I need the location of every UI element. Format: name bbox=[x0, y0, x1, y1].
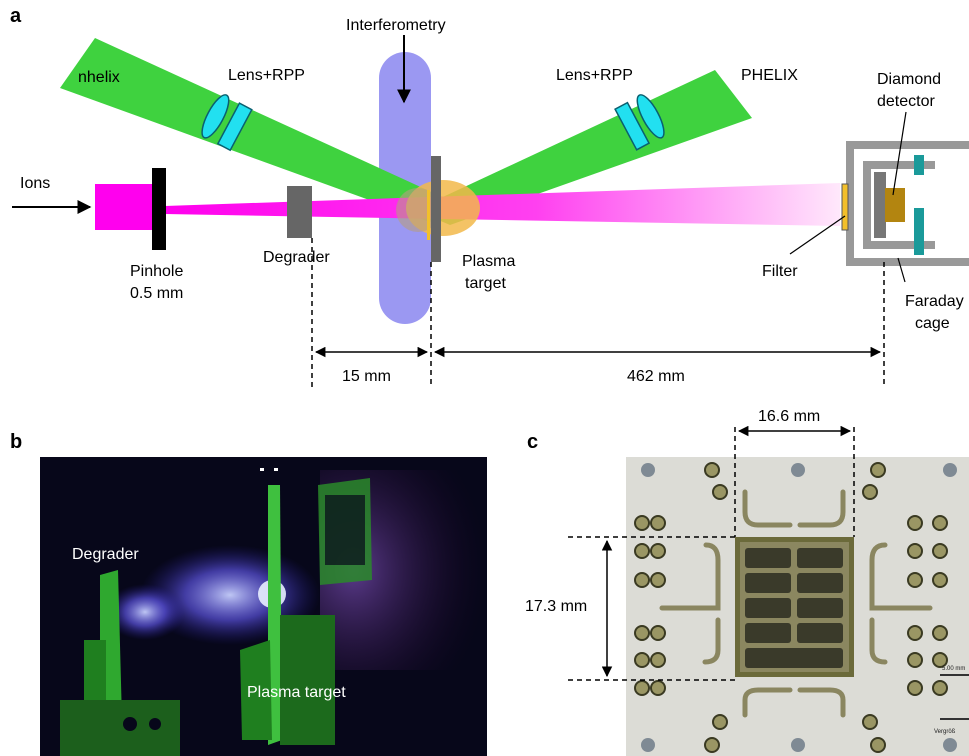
label-height-dim: 17.3 mm bbox=[525, 598, 587, 615]
target-foil bbox=[427, 190, 430, 240]
lens-rpp-right bbox=[614, 94, 665, 151]
label-15mm: 15 mm bbox=[342, 368, 391, 385]
plasma-target-holder bbox=[431, 156, 441, 262]
label-lens-rpp-left: Lens+RPP bbox=[228, 67, 305, 84]
phelix-beam bbox=[415, 70, 752, 225]
scale-label: 5.00 mm bbox=[942, 666, 965, 672]
nhelix-beam bbox=[60, 38, 460, 222]
lens-rpp-left bbox=[201, 94, 253, 152]
label-phelix: PHELIX bbox=[741, 67, 798, 84]
photo-label-plasma-target: Plasma target bbox=[247, 684, 346, 701]
panel-label-b: b bbox=[10, 431, 22, 453]
label-interferometry: Interferometry bbox=[346, 17, 446, 34]
label-nhelix: nhelix bbox=[78, 69, 120, 86]
filter-pointer bbox=[789, 215, 846, 255]
diamond-detector bbox=[885, 188, 905, 222]
diamond-pointer bbox=[892, 111, 907, 196]
label-filter: Filter bbox=[762, 263, 798, 280]
label-diamond: Diamond bbox=[877, 71, 941, 88]
photo-experiment bbox=[40, 457, 487, 756]
ion-source bbox=[95, 184, 153, 230]
photo-target-board bbox=[626, 457, 969, 756]
label-pinhole-size: 0.5 mm bbox=[130, 285, 183, 302]
label-ions: Ions bbox=[20, 175, 50, 192]
label-detector: detector bbox=[877, 93, 935, 110]
panel-label-c: c bbox=[527, 431, 538, 453]
label-462mm: 462 mm bbox=[627, 368, 685, 385]
label-target: target bbox=[465, 275, 506, 292]
faraday-cage bbox=[846, 141, 969, 266]
photo-label-degrader: Degrader bbox=[72, 546, 139, 563]
label-cage: cage bbox=[915, 315, 950, 332]
label-pinhole: Pinhole bbox=[130, 263, 183, 280]
pinhole-plate bbox=[152, 168, 166, 250]
panel-label-a: a bbox=[10, 5, 22, 27]
degrader-block bbox=[287, 186, 312, 238]
label-plasma: Plasma bbox=[462, 253, 515, 270]
label-lens-rpp-right: Lens+RPP bbox=[556, 67, 633, 84]
vergr-label: Vergröß bbox=[934, 729, 956, 735]
label-faraday: Faraday bbox=[905, 293, 964, 310]
label-width-dim: 16.6 mm bbox=[758, 408, 820, 425]
faraday-pointer bbox=[897, 257, 906, 283]
label-degrader: Degrader bbox=[263, 249, 330, 266]
ion-beam bbox=[165, 183, 840, 226]
filter-foil bbox=[841, 183, 849, 231]
